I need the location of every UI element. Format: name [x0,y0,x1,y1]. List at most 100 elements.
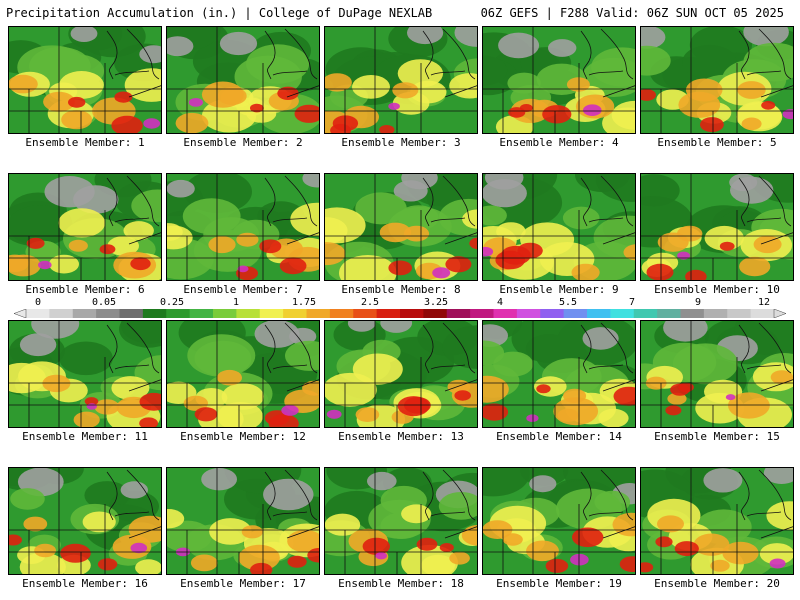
ensemble-member-label: Ensemble Member: 8 [341,283,461,296]
ensemble-member-label: Ensemble Member: 12 [180,430,306,443]
colorbar-swatch [400,309,424,318]
ensemble-map-panel [640,320,794,428]
colorbar-swatch [49,309,74,318]
precip-map [483,174,635,280]
precip-map [325,321,477,427]
ensemble-map-panel [8,26,162,134]
colorbar-swatch [213,309,237,318]
ensemble-map-panel [166,173,320,281]
ensemble-member-label: Ensemble Member: 7 [183,283,303,296]
colorbar-tick-label: 2.5 [360,297,380,308]
colorbar-swatch [283,309,307,318]
ensemble-member-label: Ensemble Member: 20 [654,577,780,590]
ensemble-member-label: Ensemble Member: 13 [338,430,464,443]
colorbar-swatch [376,309,401,318]
ensemble-member-label: Ensemble Member: 18 [338,577,464,590]
colorbar-swatch [703,309,728,318]
precip-map [641,321,793,427]
ensemble-map-panel [8,320,162,428]
ensemble-map-panel [166,320,320,428]
colorbar-tick-label: 1 [232,297,240,308]
ensemble-map-panel [166,26,320,134]
ensemble-member-label: Ensemble Member: 6 [25,283,145,296]
colorbar-swatch [540,309,565,318]
ensemble-member-label: Ensemble Member: 4 [499,136,619,149]
ensemble-member-label: Ensemble Member: 9 [499,283,619,296]
ensemble-map-panel [324,26,478,134]
colorbar-swatch [563,309,588,318]
colorbar: 0 0.05 0.25 1 1.75 2.5 3.25 4 5.5 7 9 12 [14,297,786,323]
precip-map [483,468,635,574]
precip-map [641,174,793,280]
colorbar-swatch [727,309,752,318]
precip-map [325,27,477,133]
colorbar-tick-label: 7 [628,297,636,308]
colorbar-swatch [142,309,167,318]
precip-map [641,468,793,574]
colorbar-tick-label: 3.25 [423,297,449,308]
ensemble-map-panel [482,173,636,281]
colorbar-swatch [516,309,541,318]
colorbar-tick-label: 0.05 [91,297,117,308]
colorbar-tick-label: 4 [496,297,504,308]
ensemble-map-panel [324,320,478,428]
ensemble-map-panel [640,173,794,281]
colorbar-swatch [259,309,284,318]
ensemble-member-label: Ensemble Member: 19 [496,577,622,590]
precip-map [483,321,635,427]
colorbar-swatch [166,309,191,318]
colorbar-swatch [610,309,635,318]
colorbar-swatch [493,309,518,318]
colorbar-tick-label: 5.5 [558,297,578,308]
ensemble-map-panel [166,467,320,575]
title-left: Precipitation Accumulation (in.) | Colle… [6,6,433,20]
precip-map [483,27,635,133]
colorbar-swatch [470,309,494,318]
colorbar-swatch [423,309,448,318]
ensemble-map-panel [8,173,162,281]
ensemble-member-label: Ensemble Member: 3 [341,136,461,149]
ensemble-member-label: Ensemble Member: 14 [496,430,622,443]
colorbar-arrow [773,309,786,318]
colorbar-swatch [96,309,120,318]
ensemble-map-panel [482,320,636,428]
title-right: 06Z GEFS | F288 Valid: 06Z SUN OCT 05 20… [480,6,784,20]
precip-map [167,321,319,427]
precip-map [167,174,319,280]
ensemble-member-label: Ensemble Member: 5 [657,136,777,149]
colorbar-swatch [587,309,611,318]
colorbar-swatch [236,309,261,318]
colorbar-swatch [750,309,775,318]
ensemble-member-label: Ensemble Member: 2 [183,136,303,149]
colorbar-swatch [189,309,214,318]
colorbar-tick-label: 0.25 [159,297,185,308]
precip-map [325,468,477,574]
colorbar-swatch [26,309,50,318]
precip-map [9,468,161,574]
ensemble-member-label: Ensemble Member: 17 [180,577,306,590]
ensemble-map-panel [8,467,162,575]
colorbar-tick-label: 0 [34,297,42,308]
colorbar-swatch [446,309,471,318]
precip-map [641,27,793,133]
colorbar-swatch [329,309,354,318]
precip-map [9,174,161,280]
ensemble-map-panel [482,467,636,575]
precip-map [9,27,161,133]
colorbar-swatch [306,309,331,318]
ensemble-map-panel [324,173,478,281]
ensemble-member-label: Ensemble Member: 1 [25,136,145,149]
ensemble-map-panel [640,26,794,134]
precip-map [325,174,477,280]
colorbar-scale [14,309,786,318]
header: Precipitation Accumulation (in.) | Colle… [0,0,800,24]
ensemble-map-panel [482,26,636,134]
precip-map [9,321,161,427]
colorbar-swatch [119,309,144,318]
colorbar-arrow [14,309,27,318]
colorbar-tick-label: 1.75 [291,297,317,308]
colorbar-swatch [657,309,681,318]
colorbar-swatch [72,309,97,318]
ensemble-member-label: Ensemble Member: 15 [654,430,780,443]
ensemble-map-panel [640,467,794,575]
